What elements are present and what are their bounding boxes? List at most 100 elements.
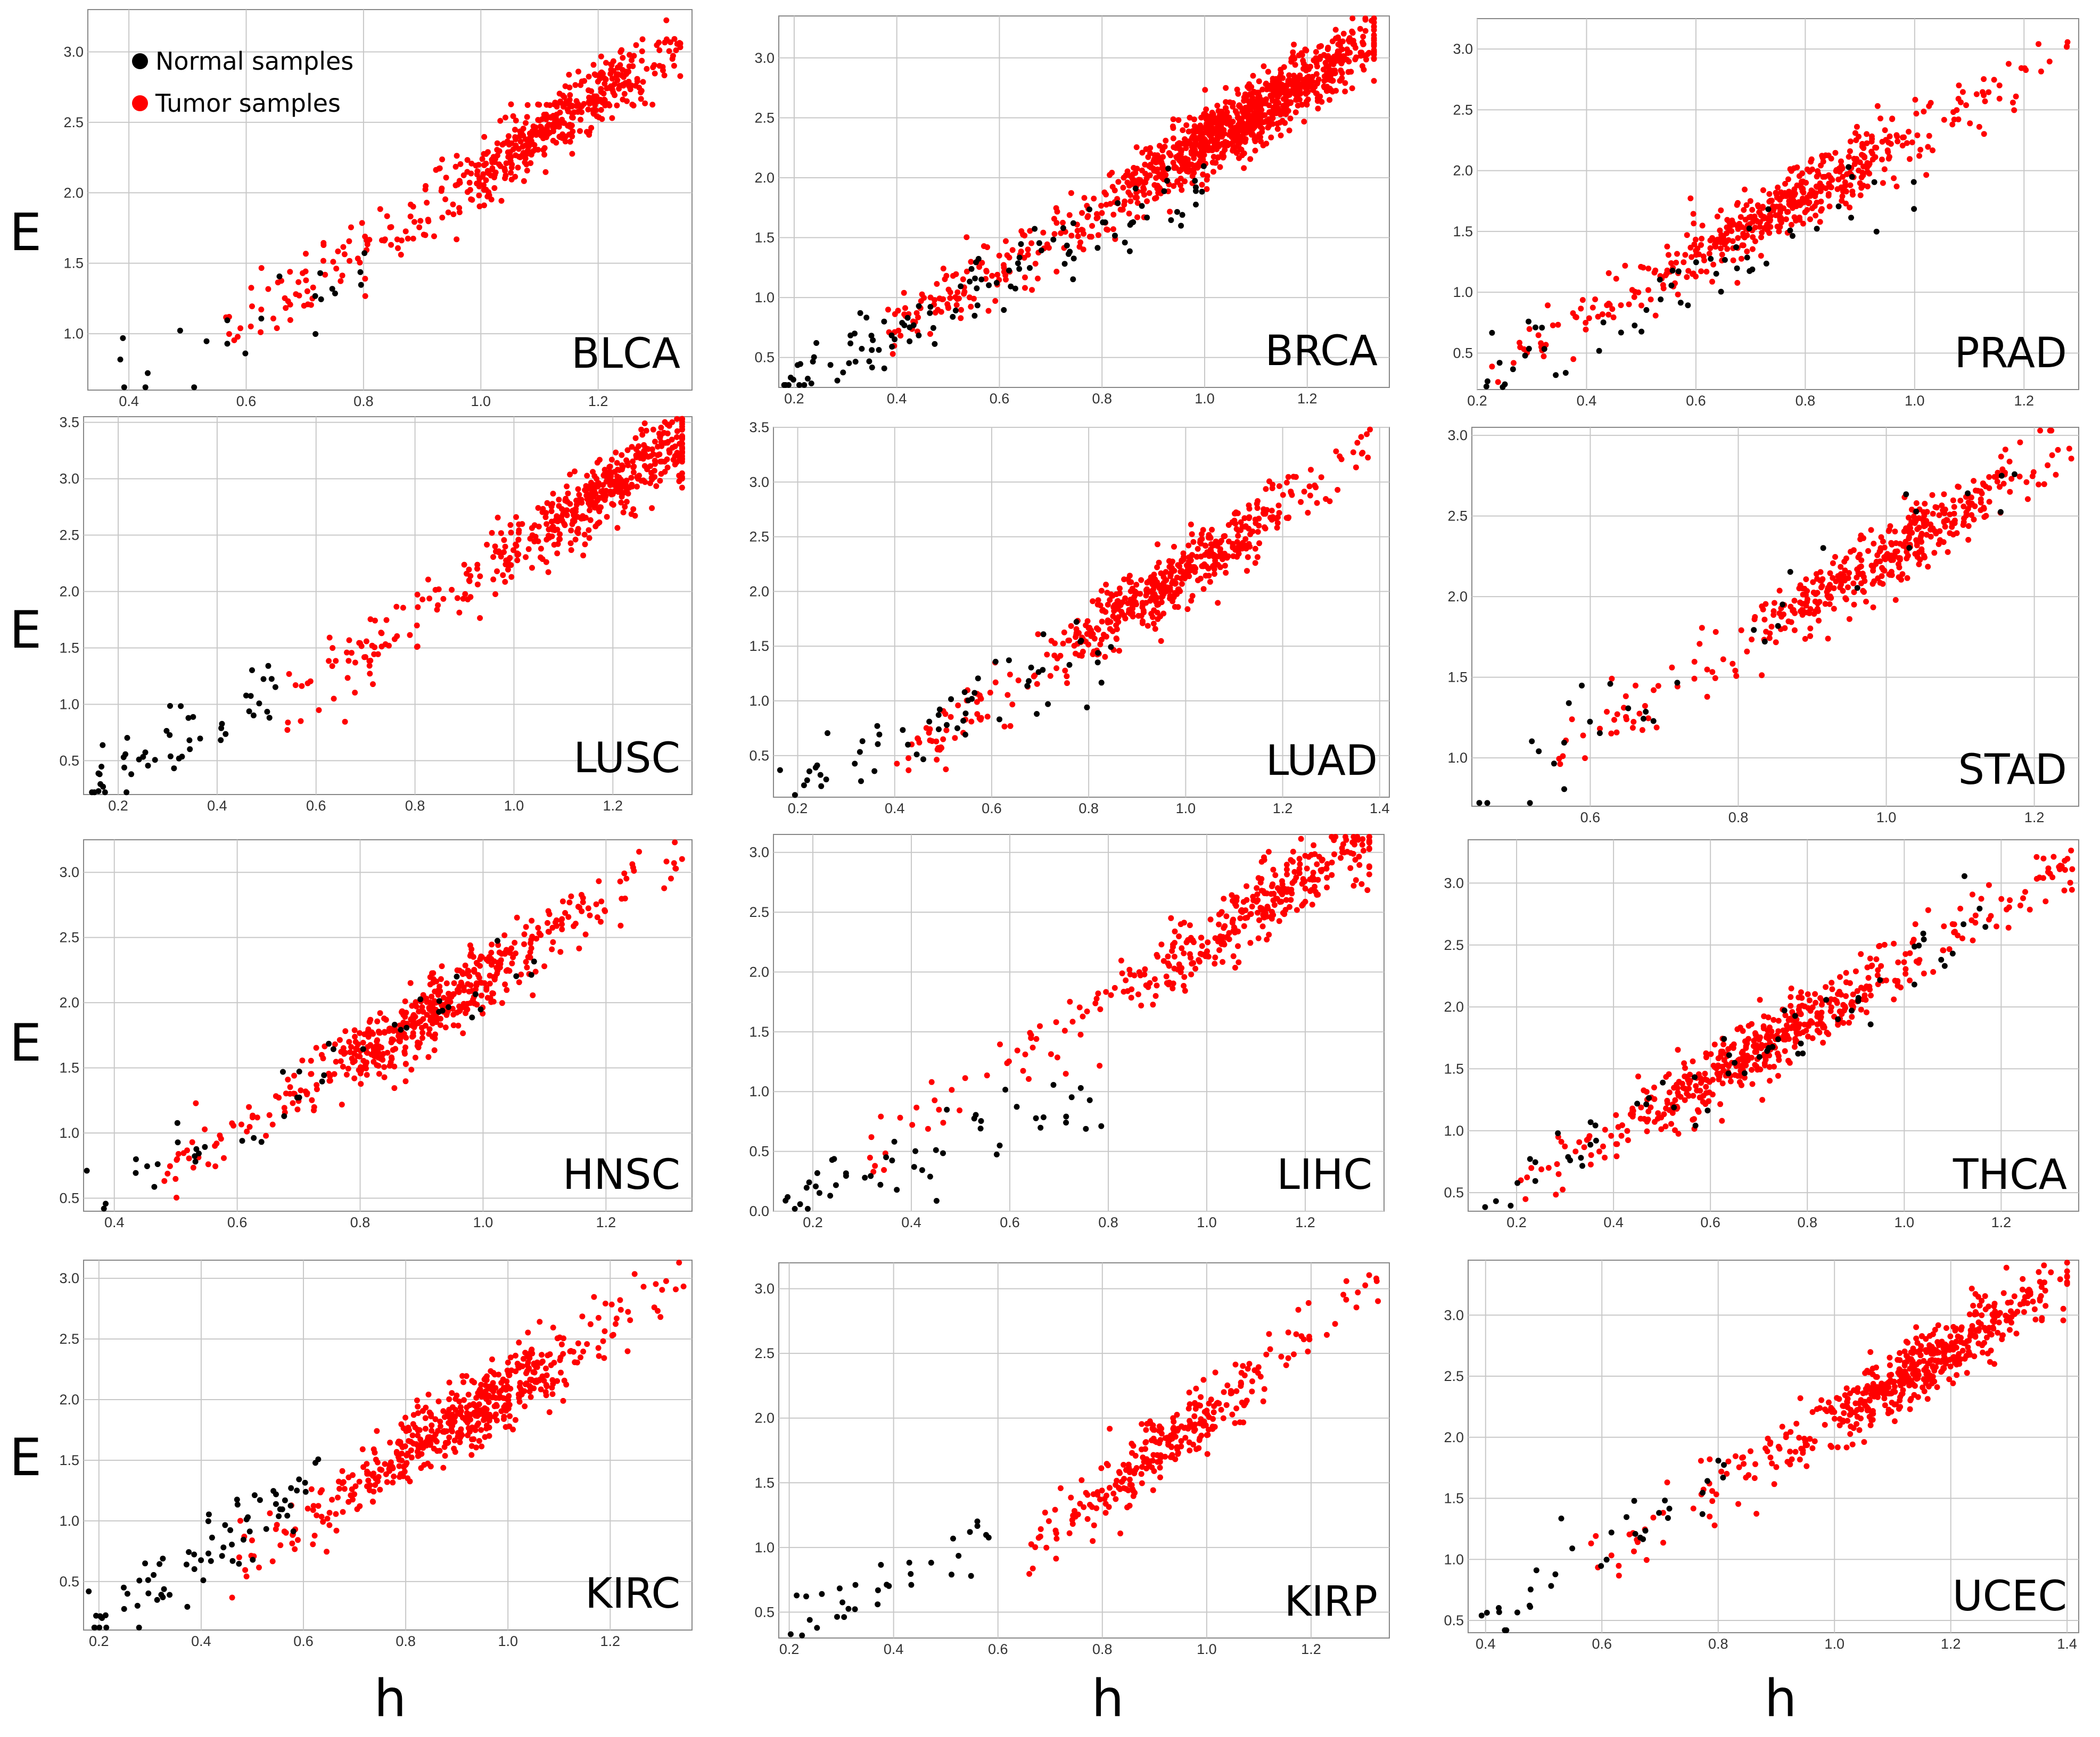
tumor-point [1113, 591, 1119, 598]
tumor-point [492, 591, 499, 597]
normal-point [950, 313, 956, 320]
tumor-point [641, 420, 648, 426]
tumor-point [1188, 934, 1194, 941]
normal-point [1144, 214, 1150, 221]
tumor-point [1211, 571, 1217, 577]
tumor-point [1312, 482, 1318, 489]
tumor-point [1608, 730, 1615, 737]
tumor-point [1926, 103, 1932, 109]
normal-point [1027, 265, 1033, 271]
tumor-point [1578, 305, 1584, 312]
tumor-point [1712, 629, 1719, 635]
normal-point [326, 1040, 332, 1047]
tumor-point [1068, 233, 1075, 239]
y-tick-label: 3.0 [59, 864, 79, 880]
tumor-point [1799, 188, 1806, 194]
normal-point [1903, 491, 1909, 498]
tumor-point [347, 258, 353, 264]
tumor-point [1210, 563, 1216, 569]
tumor-point [547, 114, 553, 120]
tumor-point [536, 102, 542, 108]
tumor-point [1092, 1000, 1099, 1006]
tumor-point [291, 1072, 298, 1079]
y-tick-label: 3.0 [749, 474, 769, 490]
tumor-point [1613, 729, 1620, 735]
tumor-point [286, 671, 292, 677]
tumor-point [1167, 209, 1173, 215]
tumor-point [1262, 524, 1267, 531]
tumor-point [1256, 78, 1262, 85]
tumor-point [329, 663, 335, 669]
normal-point [1553, 372, 1559, 378]
tumor-point [1205, 954, 1212, 960]
normal-point [151, 1184, 158, 1190]
normal-point [794, 362, 801, 368]
tumor-point [679, 476, 685, 482]
tumor-point [997, 1041, 1003, 1047]
tumor-point [627, 52, 633, 58]
tumor-point [295, 279, 302, 285]
tumor-point [1730, 660, 1736, 667]
normal-point [1094, 659, 1101, 666]
tumor-point [1075, 233, 1081, 239]
tumor-point [1246, 502, 1252, 509]
tumor-point [345, 1065, 351, 1072]
tumor-point [1150, 621, 1157, 627]
tumor-point [1961, 503, 1967, 510]
tumor-point [1339, 75, 1345, 81]
tumor-point [538, 545, 544, 552]
tumor-point [1219, 150, 1225, 156]
tumor-point [1742, 186, 1748, 193]
tumor-point [1877, 558, 1883, 565]
tumor-point [333, 1058, 339, 1065]
tumor-point [1175, 117, 1182, 123]
tumor-point [1170, 135, 1176, 142]
tumor-point [1864, 164, 1870, 171]
tumor-point [663, 17, 670, 23]
tumor-point [494, 140, 500, 146]
tumor-point [1777, 208, 1783, 214]
tumor-point [1790, 197, 1797, 203]
tumor-point [479, 992, 484, 999]
tumor-point [362, 293, 368, 299]
normal-point [936, 706, 943, 713]
tumor-point [1982, 483, 1989, 490]
tumor-point [481, 182, 487, 188]
normal-point [1484, 378, 1490, 384]
normal-point [1761, 639, 1768, 645]
tumor-point [1098, 588, 1105, 594]
tumor-point [944, 301, 951, 307]
tumor-point [1155, 954, 1160, 960]
tumor-point [523, 554, 529, 560]
normal-point [1780, 601, 1786, 608]
normal-point [330, 1046, 336, 1052]
tumor-point [530, 992, 536, 998]
tumor-point [1350, 449, 1356, 456]
normal-point [935, 712, 942, 718]
tumor-point [1216, 947, 1223, 953]
normal-point [167, 753, 174, 759]
tumor-point [1123, 977, 1129, 983]
tumor-point [1163, 973, 1170, 980]
tumor-point [1767, 224, 1774, 230]
x-tick-label: 1.0 [1195, 391, 1215, 407]
tumor-point [1242, 91, 1248, 97]
tumor-point [1371, 37, 1377, 44]
tumor-point [586, 94, 592, 101]
tumor-point [552, 919, 558, 925]
tumor-point [1252, 147, 1258, 154]
tumor-point [378, 643, 385, 650]
tumor-point [554, 550, 561, 557]
tumor-point [1007, 672, 1013, 677]
tumor-point [942, 276, 948, 283]
tumor-point [1261, 857, 1267, 863]
tumor-point [1204, 177, 1210, 183]
tumor-point [1175, 143, 1182, 149]
tumor-point [1618, 302, 1624, 308]
tumor-point [164, 1170, 171, 1177]
tumor-point [1110, 226, 1116, 233]
normal-point [881, 318, 887, 325]
tumor-point [1717, 227, 1723, 234]
tumor-point [508, 164, 515, 171]
tumor-point [934, 281, 940, 287]
